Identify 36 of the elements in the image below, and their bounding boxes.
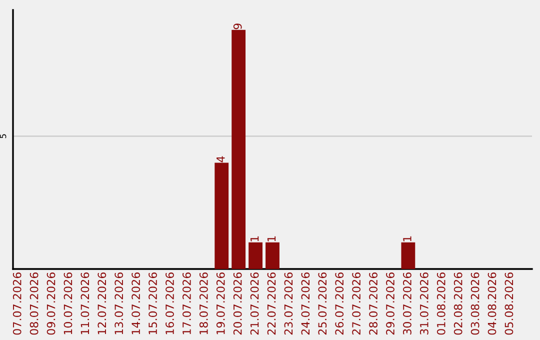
x-tick-label: 23.07.2026: [284, 272, 293, 335]
x-tick-label: 21.07.2026: [250, 272, 259, 335]
x-tick-label: 31.07.2026: [420, 272, 428, 335]
x-tick-label: 09.07.2026: [46, 272, 56, 335]
x-tick-label: 08.07.2026: [30, 272, 38, 335]
x-tick-label: 29.07.2026: [386, 272, 394, 335]
data-label: 4: [216, 156, 225, 162]
data-label: 9: [233, 24, 242, 30]
x-tick-label: 03.08.2026: [470, 272, 480, 335]
x-tick-label: 13.07.2026: [114, 272, 124, 334]
x-tick-label: 15.07.2026: [148, 272, 157, 334]
x-tick-label: 25.07.2026: [318, 272, 327, 335]
x-tick-label: 17.07.2026: [182, 272, 191, 334]
x-tick-label: 04.08.2026: [488, 272, 496, 335]
x-tick-label: 19.07.2026: [216, 272, 225, 334]
x-tick-label: 10.07.2026: [64, 272, 72, 334]
x-tick-label: 11.07.2026: [80, 272, 90, 334]
data-label: 1: [267, 236, 276, 242]
x-tick-label: 20.07.2026: [233, 272, 242, 335]
x-tick-label: 18.07.2026: [199, 272, 208, 334]
x-tick-label: 01.08.2026: [436, 272, 446, 335]
data-label: 1: [250, 236, 259, 242]
x-tick-label: 02.08.2026: [454, 272, 462, 335]
x-tick-label: 30.07.2026: [403, 272, 412, 335]
ref-line-label: 5: [0, 134, 6, 138]
x-tick-label: 07.07.2026: [12, 272, 22, 335]
x-tick-label: 26.07.2026: [335, 272, 344, 335]
x-tick-label: 05.08.2026: [504, 272, 514, 335]
x-tick-label: 22.07.2026: [267, 272, 276, 335]
x-tick-label: 12.07.2026: [98, 272, 106, 334]
x-tick-label: 27.07.2026: [352, 272, 361, 335]
x-tick-label: 14.07.2026: [132, 272, 140, 334]
x-tick-label: 28.07.2026: [369, 272, 378, 335]
x-tick-label: 24.07.2026: [301, 272, 310, 335]
x-tick-label: 16.07.2026: [166, 272, 174, 334]
data-label: 1: [403, 236, 412, 242]
